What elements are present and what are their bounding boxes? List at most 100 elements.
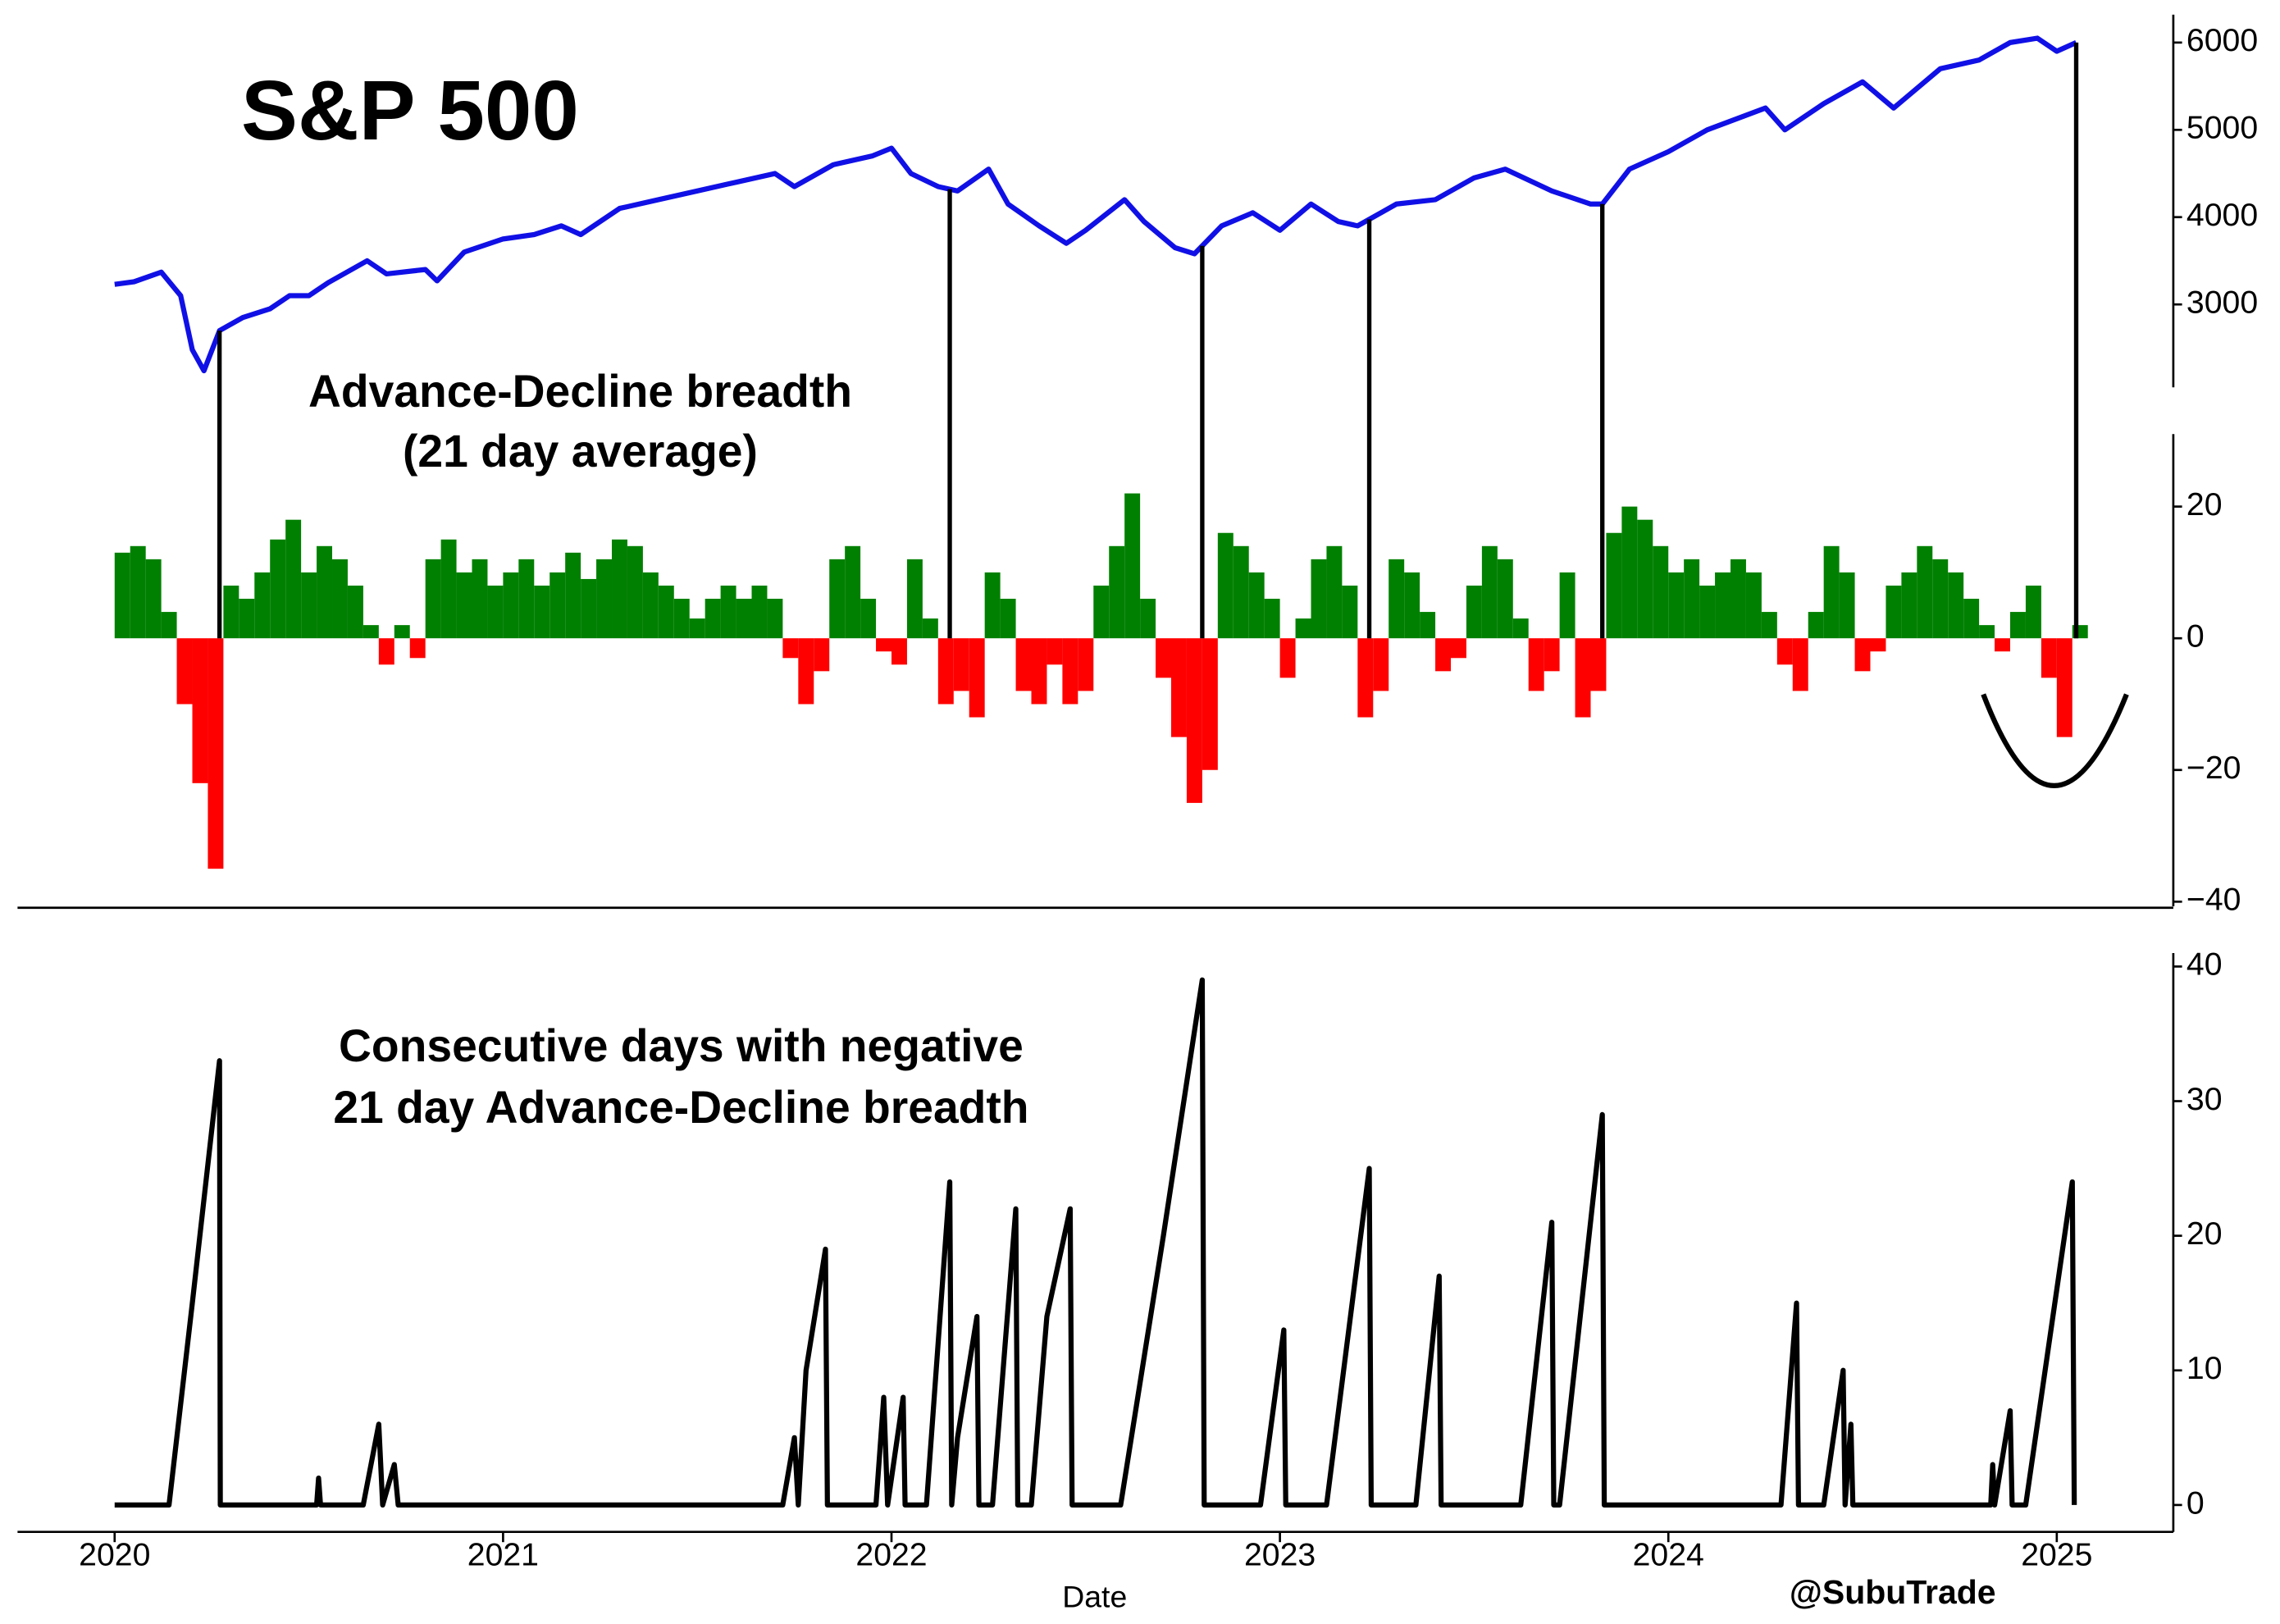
bar bbox=[317, 545, 333, 639]
bar bbox=[487, 585, 504, 639]
bar bbox=[1031, 638, 1047, 705]
bar bbox=[301, 572, 317, 639]
bar bbox=[1279, 638, 1296, 678]
annotation: 21 day Advance-Decline breadth bbox=[333, 1082, 1028, 1133]
bar bbox=[906, 559, 923, 639]
bar bbox=[1606, 532, 1622, 639]
bar bbox=[440, 539, 457, 639]
bar bbox=[969, 638, 985, 718]
bar bbox=[1078, 638, 1094, 691]
bar bbox=[1792, 638, 1808, 691]
bar bbox=[1575, 638, 1591, 718]
bar bbox=[1730, 559, 1746, 639]
bar bbox=[363, 625, 379, 639]
bar bbox=[1979, 625, 1995, 639]
bar bbox=[270, 539, 286, 639]
bar bbox=[1047, 638, 1063, 665]
bar bbox=[596, 559, 613, 639]
bar bbox=[1015, 638, 1032, 691]
bar bbox=[1295, 618, 1311, 639]
bar bbox=[145, 559, 162, 639]
bar bbox=[332, 559, 348, 639]
bar bbox=[937, 638, 954, 705]
bar bbox=[876, 638, 892, 652]
y-tick-label: 20 bbox=[2187, 1216, 2223, 1252]
bar bbox=[612, 539, 627, 639]
bar bbox=[1124, 493, 1141, 639]
bar bbox=[223, 585, 239, 639]
bar bbox=[1621, 506, 1638, 639]
bar bbox=[1186, 638, 1202, 803]
bar bbox=[1637, 519, 1653, 639]
line-series bbox=[114, 35, 2077, 374]
bar bbox=[1481, 545, 1498, 639]
bar bbox=[130, 545, 146, 639]
bar bbox=[254, 572, 271, 639]
bar bbox=[1668, 572, 1685, 639]
bar bbox=[176, 638, 193, 705]
x-tick-label: 2024 bbox=[1633, 1537, 1704, 1572]
bar bbox=[114, 552, 130, 639]
bar bbox=[192, 638, 208, 783]
bar bbox=[829, 559, 846, 639]
bar bbox=[534, 585, 550, 639]
bar bbox=[1342, 585, 1358, 639]
credit: @SubuTrade bbox=[1790, 1573, 1996, 1611]
bar bbox=[1808, 612, 1824, 639]
bar bbox=[409, 638, 426, 659]
bar bbox=[207, 638, 224, 869]
y-tick-label: 4000 bbox=[2187, 198, 2258, 233]
bar bbox=[1839, 572, 1855, 639]
bar bbox=[1823, 545, 1840, 639]
bar bbox=[581, 578, 597, 639]
bar bbox=[953, 638, 969, 691]
bar bbox=[1715, 572, 1731, 639]
bar bbox=[1870, 638, 1886, 652]
bar bbox=[378, 638, 394, 665]
bar bbox=[347, 585, 363, 639]
bar bbox=[860, 599, 877, 639]
bar bbox=[1761, 612, 1777, 639]
bar bbox=[658, 585, 674, 639]
bar bbox=[2041, 638, 2057, 678]
bar bbox=[1248, 572, 1265, 639]
y-tick-label: −20 bbox=[2187, 750, 2241, 786]
chart-title: S&P 500 bbox=[241, 62, 579, 157]
bar bbox=[1528, 638, 1544, 691]
bar bbox=[1450, 638, 1466, 659]
bar bbox=[1373, 638, 1389, 691]
bar bbox=[1000, 599, 1016, 639]
bar bbox=[1140, 599, 1156, 639]
bar bbox=[984, 572, 1001, 639]
bar bbox=[1420, 612, 1436, 639]
x-axis-label: Date bbox=[1062, 1580, 1127, 1614]
y-tick-label: 20 bbox=[2187, 487, 2223, 522]
bar bbox=[1745, 572, 1762, 639]
bar bbox=[1311, 559, 1327, 639]
bar bbox=[1963, 599, 1980, 639]
bar bbox=[1435, 638, 1451, 672]
bar bbox=[642, 572, 659, 639]
bar bbox=[720, 585, 736, 639]
bar bbox=[1062, 638, 1078, 705]
x-tick-label: 2020 bbox=[79, 1537, 150, 1572]
bar bbox=[1326, 545, 1343, 639]
bar bbox=[425, 559, 441, 639]
bar bbox=[736, 599, 752, 639]
bar bbox=[1932, 559, 1949, 639]
bar bbox=[798, 638, 814, 705]
bar bbox=[891, 638, 907, 665]
x-tick-label: 2021 bbox=[467, 1537, 539, 1572]
y-tick-label: −40 bbox=[2187, 883, 2241, 918]
annotation: Consecutive days with negative bbox=[339, 1020, 1024, 1071]
bar bbox=[394, 625, 410, 639]
bar bbox=[1699, 585, 1716, 639]
bar bbox=[1559, 572, 1575, 639]
x-tick-label: 2022 bbox=[855, 1537, 927, 1572]
bar bbox=[503, 572, 519, 639]
bar bbox=[1389, 559, 1405, 639]
x-tick-label: 2023 bbox=[1244, 1537, 1316, 1572]
bar bbox=[2025, 585, 2041, 639]
